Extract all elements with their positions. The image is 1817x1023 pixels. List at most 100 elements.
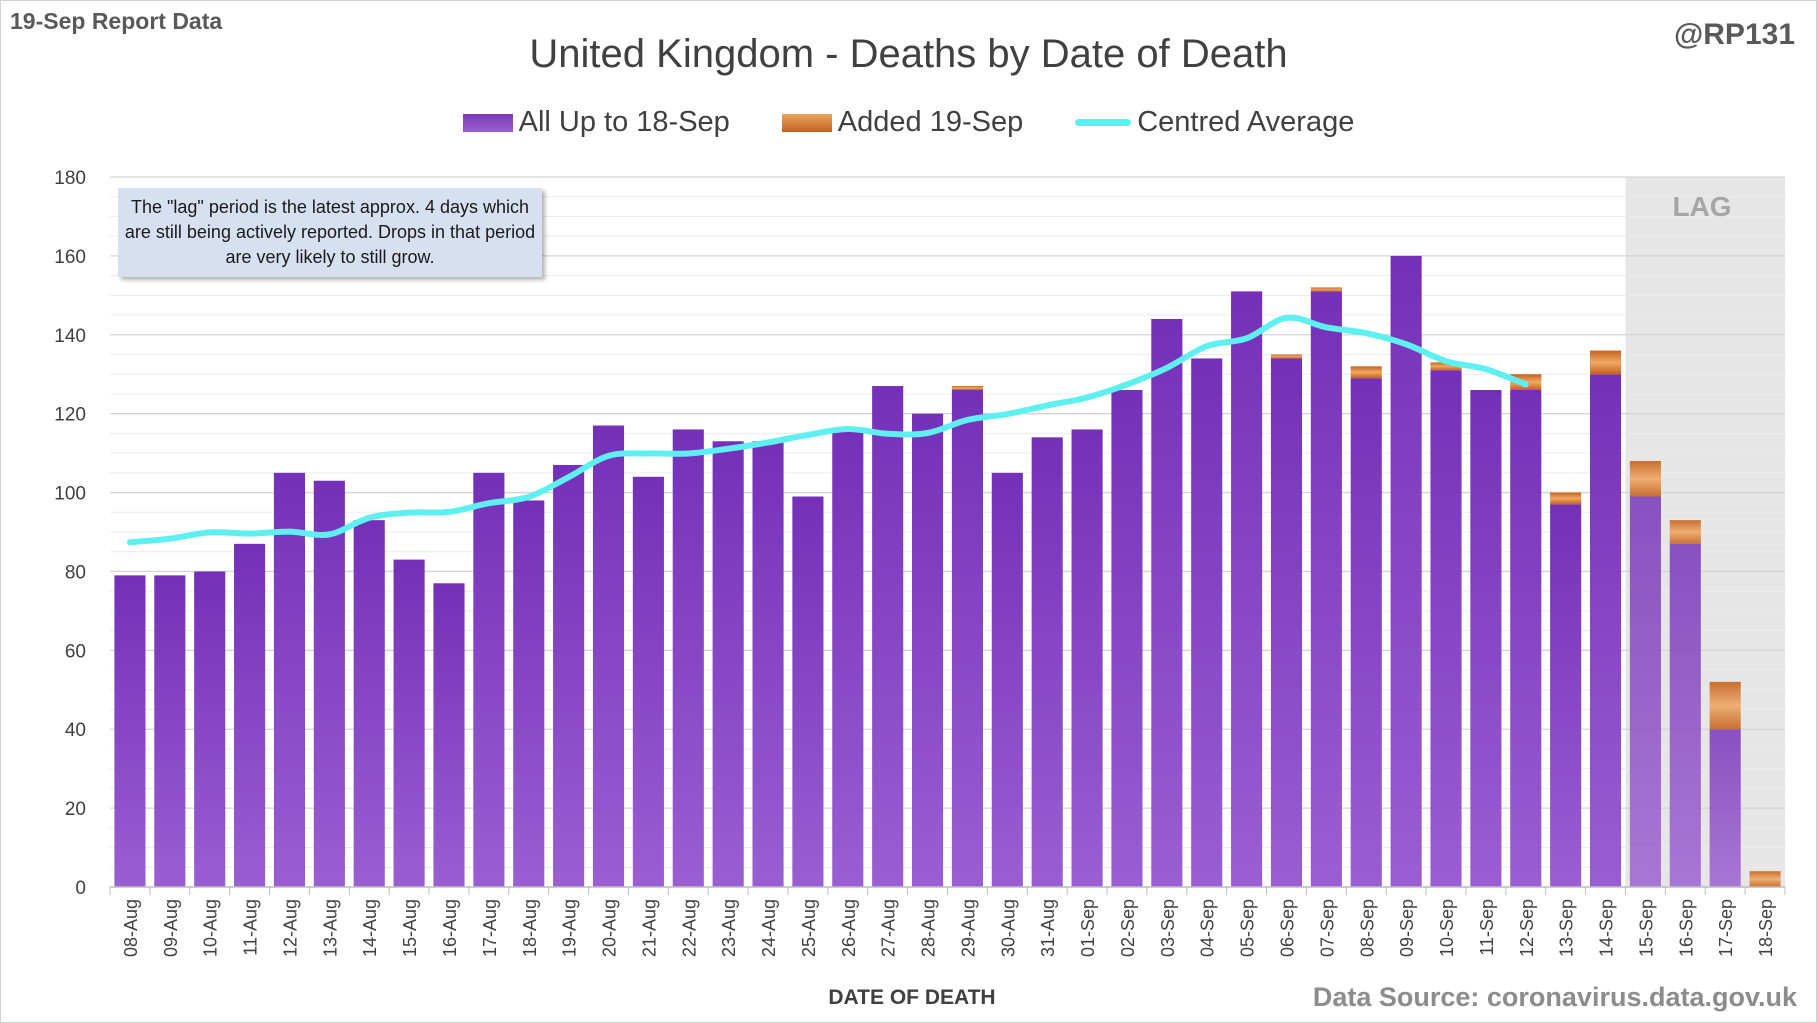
bar-all-up-to: [1550, 504, 1582, 887]
legend-swatch-orange: [781, 113, 832, 132]
bar-all-up-to: [792, 496, 824, 887]
bar-all-up-to: [114, 575, 146, 887]
bar-all-up-to: [592, 425, 625, 887]
bar-all-up-to: [234, 543, 266, 887]
bar-all-up-to: [1071, 429, 1103, 887]
bar-added: [951, 386, 983, 390]
x-tick-label: 16-Sep: [1676, 899, 1696, 957]
x-tick-label: 14-Aug: [360, 899, 380, 957]
author-handle: @RP131: [1674, 18, 1795, 51]
x-tick-label: 12-Aug: [280, 899, 300, 957]
x-tick-label: 16-Aug: [440, 899, 460, 957]
y-tick-label: 160: [54, 247, 86, 268]
x-tick-label: 18-Sep: [1756, 899, 1776, 957]
x-tick-label: 13-Aug: [320, 899, 340, 957]
bar-all-up-to: [1470, 390, 1502, 887]
bar-all-up-to: [672, 429, 704, 887]
x-tick-label: 09-Aug: [161, 899, 181, 957]
bar-all-up-to: [752, 441, 784, 887]
x-tick-label: 10-Sep: [1437, 899, 1457, 957]
x-tick-label: 03-Sep: [1158, 899, 1178, 957]
x-tick-label: 24-Aug: [759, 899, 779, 957]
x-tick-label: 10-Aug: [201, 899, 221, 957]
lag-label: LAG: [1672, 191, 1731, 222]
report-label: 19-Sep Report Data: [10, 8, 223, 34]
bar-all-up-to: [832, 429, 864, 887]
y-tick-label: 180: [54, 168, 86, 189]
bar-added: [1310, 287, 1342, 292]
x-tick-label: 29-Aug: [958, 899, 978, 957]
x-tick-label: 08-Sep: [1357, 899, 1377, 957]
bar-all-up-to: [1111, 390, 1143, 887]
data-source: Data Source: coronavirus.data.gov.uk: [1312, 982, 1797, 1012]
chart-title: United Kingdom - Deaths by Date of Death: [529, 32, 1288, 76]
y-tick-label: 40: [65, 720, 86, 741]
bar-all-up-to: [154, 575, 186, 887]
x-tick-label: 12-Sep: [1517, 899, 1537, 957]
x-tick-label: 15-Sep: [1636, 899, 1656, 957]
x-tick-label: 11-Sep: [1477, 899, 1497, 956]
x-tick-label: 28-Aug: [919, 899, 939, 957]
x-tick-label: 22-Aug: [679, 899, 699, 957]
legend: All Up to 18-Sep Added 19-Sep Centred Av…: [0, 106, 1817, 139]
x-tick-label: 23-Aug: [719, 899, 739, 957]
y-tick-label: 120: [54, 405, 86, 426]
x-tick-label: 11-Aug: [241, 899, 261, 956]
bar-all-up-to: [991, 472, 1023, 887]
x-tick-label: 05-Sep: [1238, 899, 1258, 957]
x-tick-label: 02-Sep: [1118, 899, 1138, 957]
x-tick-label: 25-Aug: [799, 899, 819, 957]
legend-label: Added 19-Sep: [837, 106, 1024, 138]
legend-item-all-up-to: All Up to 18-Sep: [462, 106, 730, 139]
bar-all-up-to: [1589, 374, 1622, 887]
legend-item-centred-average: Centred Average: [1075, 106, 1354, 139]
y-tick-label: 140: [54, 326, 86, 347]
x-tick-label: 04-Sep: [1198, 899, 1218, 957]
bar-all-up-to: [433, 583, 465, 887]
x-tick-label: 14-Sep: [1597, 899, 1617, 957]
x-tick-label: 27-Aug: [879, 899, 899, 957]
bar-all-up-to: [1151, 319, 1183, 887]
bar-added: [1270, 354, 1303, 359]
legend-swatch-purple: [462, 113, 513, 132]
legend-swatch-line: [1075, 119, 1132, 126]
bar-all-up-to: [1709, 729, 1741, 887]
bar-all-up-to: [1430, 370, 1462, 887]
x-tick-label: 13-Sep: [1557, 899, 1577, 957]
bar-all-up-to: [1191, 358, 1223, 887]
bar-added: [1709, 681, 1741, 730]
x-tick-label: 17-Sep: [1716, 899, 1736, 957]
x-tick-label: 26-Aug: [839, 899, 859, 957]
legend-item-added: Added 19-Sep: [781, 106, 1024, 139]
bar-all-up-to: [632, 476, 664, 887]
bar-all-up-to: [313, 480, 345, 887]
bar-all-up-to: [353, 520, 385, 887]
y-tick-label: 80: [65, 562, 86, 583]
bar-all-up-to: [553, 464, 585, 887]
bar-added: [1589, 350, 1622, 375]
x-tick-label: 18-Aug: [520, 899, 540, 957]
y-tick-label: 60: [65, 641, 86, 662]
bar-all-up-to: [473, 472, 505, 887]
x-tick-label: 30-Aug: [998, 899, 1018, 957]
bar-added: [1629, 461, 1661, 497]
centred-average-line: [126, 314, 1529, 546]
x-tick-label: 20-Aug: [600, 899, 620, 957]
bar-added: [1550, 492, 1582, 505]
bar-all-up-to: [1669, 543, 1701, 887]
bar-all-up-to: [1510, 390, 1542, 887]
x-tick-label: 01-Sep: [1078, 899, 1098, 957]
bar-added: [1430, 362, 1462, 371]
x-tick-label: 17-Aug: [480, 899, 500, 957]
bar-all-up-to: [1390, 255, 1422, 887]
x-tick-label: 09-Sep: [1397, 899, 1417, 957]
x-tick-label: 07-Sep: [1317, 899, 1337, 957]
x-tick-label: 06-Sep: [1277, 899, 1297, 957]
x-tick-label: 15-Aug: [400, 899, 420, 957]
y-tick-label: 20: [65, 799, 86, 820]
x-tick-label: 21-Aug: [639, 899, 659, 957]
bar-all-up-to: [712, 441, 744, 887]
bar-all-up-to: [393, 559, 425, 887]
bar-all-up-to: [912, 413, 944, 887]
